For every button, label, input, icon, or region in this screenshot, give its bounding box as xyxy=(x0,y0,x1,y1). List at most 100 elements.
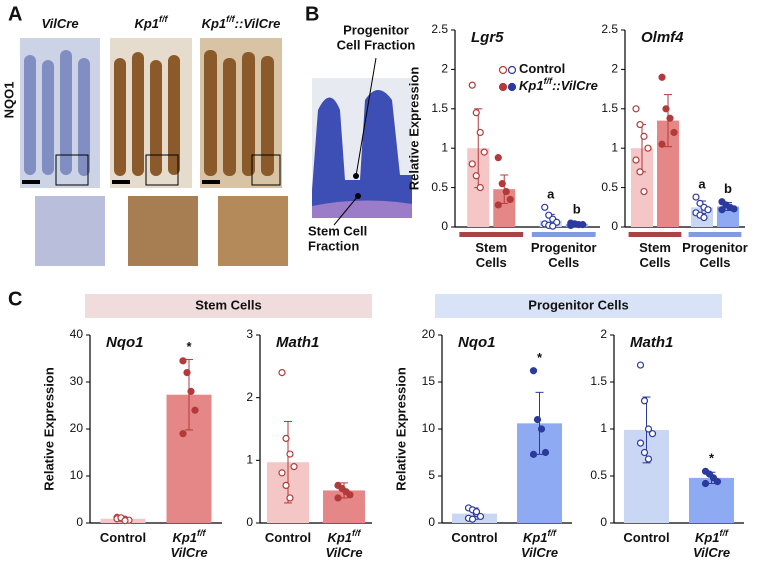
data-point xyxy=(718,206,726,214)
data-point xyxy=(636,168,644,176)
chart-title: Olmf4 xyxy=(641,29,684,46)
data-point xyxy=(692,193,700,201)
data-point xyxy=(549,222,557,230)
data-point xyxy=(636,361,645,369)
data-point xyxy=(700,213,708,222)
text: Stem xyxy=(639,240,671,255)
data-point xyxy=(472,109,480,117)
text: Progenitor xyxy=(531,240,597,255)
text: Cells xyxy=(548,255,579,270)
text: Cells xyxy=(476,255,507,270)
y-tick-label: 1 xyxy=(611,140,618,154)
pointer-dot xyxy=(355,193,361,199)
text: ::VilCre xyxy=(235,16,281,31)
column-label: Kp1f/f::VilCre xyxy=(202,14,281,31)
data-point xyxy=(472,508,481,516)
pointer-dot xyxy=(353,173,359,179)
annotation: * xyxy=(186,339,192,354)
y-tick-label: 1 xyxy=(441,140,448,154)
y-tick-label: 1 xyxy=(246,453,253,467)
annotation: b xyxy=(724,181,732,196)
superscript: f/f xyxy=(548,528,557,538)
category-bar xyxy=(688,232,742,237)
data-point xyxy=(282,434,290,442)
group-header-band xyxy=(435,294,722,318)
y-tick-label: 2 xyxy=(441,62,448,76)
data-point xyxy=(506,195,514,204)
x-tick-label: Cells xyxy=(548,255,579,270)
superscript: f/f xyxy=(720,528,729,538)
text: Kp1 xyxy=(523,530,548,545)
y-tick-label: 40 xyxy=(70,327,84,341)
column-label: VilCre xyxy=(41,16,78,31)
data-point xyxy=(179,430,187,438)
data-point xyxy=(480,148,488,156)
y-tick-label: 1 xyxy=(600,421,607,435)
data-point xyxy=(567,221,575,230)
y-tick-label: 1.5 xyxy=(601,101,618,115)
text: Kp1 xyxy=(134,16,159,31)
y-tick-label: 2 xyxy=(246,390,253,404)
y-tick-label: 0 xyxy=(76,515,83,529)
superscript: f/f xyxy=(544,76,553,86)
superscript: f/f xyxy=(159,14,168,24)
y-tick-label: 30 xyxy=(70,374,84,388)
legend-marker xyxy=(507,82,517,92)
legend-label: Control xyxy=(519,61,565,76)
y-tick-label: 2.5 xyxy=(601,22,618,36)
data-point xyxy=(670,128,678,137)
y-tick-label: 2 xyxy=(600,327,607,341)
row-label: NQO1 xyxy=(1,82,16,119)
y-tick-label: 1.5 xyxy=(590,374,607,388)
x-tick-label: Control xyxy=(265,530,311,545)
data-point xyxy=(640,187,648,196)
data-point xyxy=(472,172,480,180)
column-label: Kp1f/f xyxy=(134,14,168,31)
villi xyxy=(114,50,274,176)
y-tick-label: 10 xyxy=(422,421,436,435)
data-point xyxy=(701,479,710,488)
data-point xyxy=(286,450,294,458)
x-tick-label: Control xyxy=(100,530,146,545)
text: ::VilCre xyxy=(552,78,598,93)
x-tick-label: Control xyxy=(623,530,669,545)
data-point xyxy=(658,73,666,81)
x-tick-label: Control xyxy=(451,530,497,545)
data-point xyxy=(666,114,674,122)
data-point xyxy=(636,439,645,447)
data-point xyxy=(636,120,644,129)
annotation: a xyxy=(547,187,555,202)
x-tick-label: Kp1f/f xyxy=(523,528,557,545)
y-tick-label: 3 xyxy=(246,327,253,341)
data-point xyxy=(529,367,538,375)
x-tick-label: Progenitor xyxy=(531,240,597,255)
y-tick-label: 1.5 xyxy=(431,101,448,115)
data-point xyxy=(282,481,290,489)
data-point xyxy=(498,180,506,188)
text: Control xyxy=(623,530,669,545)
y-tick-label: 0.5 xyxy=(431,180,448,194)
schematic-label: Progenitor xyxy=(343,22,409,37)
text: Progenitor xyxy=(682,240,748,255)
inset-box xyxy=(145,154,179,186)
text: Stem xyxy=(475,240,507,255)
data-point xyxy=(658,140,666,148)
chart-title: Lgr5 xyxy=(471,29,504,46)
y-tick-label: 0 xyxy=(441,219,448,233)
group-header-band xyxy=(85,294,372,318)
data-point xyxy=(346,491,354,499)
data-point xyxy=(278,369,286,377)
data-point xyxy=(644,144,652,152)
data-point xyxy=(179,357,187,365)
data-point xyxy=(537,425,546,433)
data-point xyxy=(494,201,502,209)
panel-label: B xyxy=(305,3,319,25)
data-point xyxy=(648,430,657,438)
annotation: * xyxy=(537,350,543,365)
category-bar xyxy=(459,232,524,237)
chart-title: Nqo1 xyxy=(458,334,496,351)
legend-label: Kp1f/f::VilCre xyxy=(519,76,598,93)
text: Kp1 xyxy=(172,530,197,545)
x-tick-label: Stem xyxy=(639,240,671,255)
data-point xyxy=(334,494,342,502)
